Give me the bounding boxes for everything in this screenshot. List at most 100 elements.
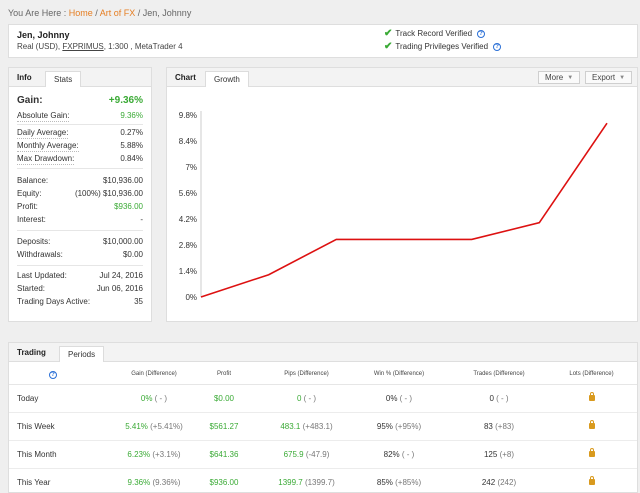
chevron-down-icon: ▼ [619,74,626,81]
stat-label: Monthly Average: [17,141,79,152]
gain-cell: 6.23% (+3.1%) [104,450,204,459]
stat-row-started: Started: Jun 06, 2016 [17,284,143,295]
tab-growth[interactable]: Growth [205,71,249,87]
stat-value: Jun 06, 2016 [96,284,143,293]
stat-label: Equity: [17,189,42,198]
table-row-this-year: This Year 9.36% (9.36%) $936.00 1399.7 (… [9,469,637,493]
trading-panel-header: Trading Periods [9,343,637,362]
pips-difference: (+483.1) [300,422,333,431]
pips-value: 675.9 [283,450,304,459]
gain-cell: 5.41% (+5.41%) [104,422,204,431]
stat-value: 0.84% [120,154,143,163]
divider [17,124,143,125]
info-panel: Info Stats Gain: +9.36% Absolute Gain: 9.… [8,67,152,322]
gain-row: Gain: +9.36% [17,95,143,106]
win-value: 82% [383,450,400,459]
stat-label: Balance: [17,176,49,185]
tab-chart[interactable]: Chart [175,73,196,82]
win-value: 0% [385,394,398,403]
win-value: 85% [376,478,393,487]
column-header-pips: Pips (Difference) [284,371,329,377]
y-tick-label: 1.4% [179,267,197,276]
stat-row-monthly-average: Monthly Average: 5.88% [17,141,143,152]
lots-cell [554,420,629,431]
stat-row-withdrawals: Withdrawals: $0.00 [17,250,143,261]
tab-trading[interactable]: Trading [17,348,46,357]
trades-value: 125 [483,450,498,459]
stat-row-daily-average: Daily Average: 0.27% [17,128,143,139]
breadcrumb-current: Jen, Johnny [142,8,192,18]
pips-value: 0 [296,394,302,403]
stat-row-equity: Equity: (100%) $10,936.00 [17,189,143,200]
tab-stats[interactable]: Stats [45,71,82,87]
y-tick-label: 0% [185,293,197,302]
divider [17,168,143,169]
lots-cell [554,476,629,487]
tab-periods[interactable]: Periods [59,346,105,362]
track-record-verified: ✔ Track Record Verified ? [384,28,486,39]
growth-chart: 9.8% 8.4% 7% 5.6% 4.2% 2.8% 1.4% 0% [179,111,608,302]
lock-icon[interactable] [588,420,595,429]
trades-cell: 125 (+8) [459,450,539,459]
period-label: Today [17,394,39,403]
pips-value: 1399.7 [278,478,303,487]
trading-panel: Trading Periods ? Gain (Difference) Prof… [8,342,638,493]
gain-cell: 9.36% (9.36%) [104,478,204,487]
stat-value: - [140,215,143,224]
period-label: This Year [17,478,51,487]
stat-row-last-updated: Last Updated: Jul 24, 2016 [17,271,143,282]
pips-cell: 0 ( - ) [254,394,359,403]
gain-value: +9.36% [108,95,143,106]
trading-privileges-verified-label: Trading Privileges Verified [395,42,489,51]
stat-label: Interest: [17,215,46,224]
trades-difference: (+8) [497,450,515,459]
stat-row-interest: Interest: - [17,215,143,226]
profile-account-info: Real (USD), FXPRIMUS, 1:300 , MetaTrader… [17,42,183,51]
trades-difference: ( - ) [493,394,509,403]
win-cell: 95% (+95%) [359,422,439,431]
gain-difference: ( - ) [152,394,168,403]
pips-cell: 1399.7 (1399.7) [254,478,359,487]
lock-icon[interactable] [588,392,595,401]
stat-value: 0.27% [120,128,143,137]
stat-label: Last Updated: [17,271,67,280]
gain-value: 6.23% [127,450,151,459]
trades-cell: 242 (242) [459,478,539,487]
period-label: This Week [17,422,55,431]
trades-cell: 0 ( - ) [459,394,539,403]
lock-icon[interactable] [588,476,595,485]
win-difference: ( - ) [399,450,415,459]
gain-cell: 0% ( - ) [104,394,204,403]
help-icon[interactable]: ? [477,29,486,38]
stat-row-trading-days-active: Trading Days Active: 35 [17,297,143,308]
more-button[interactable]: More ▼ [538,71,581,84]
breadcrumb-home-link[interactable]: Home [68,8,93,18]
profit-cell: $561.27 [209,422,239,431]
column-header-trades: Trades (Difference) [473,371,525,377]
table-row-this-week: This Week 5.41% (+5.41%) $561.27 483.1 (… [9,413,637,441]
stat-label: Profit: [17,202,38,211]
export-button[interactable]: Export ▼ [585,71,633,84]
stat-row-absolute-gain: Absolute Gain: 9.36% [17,111,143,122]
divider [17,230,143,231]
checkmark-icon: ✔ [384,41,393,52]
lock-icon[interactable] [588,448,595,457]
trades-cell: 83 (+83) [459,422,539,431]
help-icon[interactable]: ? [49,371,57,379]
stat-value: Jul 24, 2016 [99,271,143,280]
win-difference: ( - ) [397,394,413,403]
stat-value: (100%) $10,936.00 [74,189,143,198]
column-header-gain: Gain (Difference) [131,371,177,377]
lots-cell [554,448,629,459]
tab-info[interactable]: Info [17,73,32,82]
help-icon[interactable]: ? [493,42,502,51]
pips-difference: (1399.7) [302,478,335,487]
chart-panel-header: Chart Growth More ▼ Export ▼ [167,68,637,87]
trades-value: 242 [481,478,496,487]
breadcrumb-separator: / [92,8,100,18]
period-label: This Month [17,450,57,459]
gain-value: 5.41% [125,422,148,431]
broker-link[interactable]: FXPRIMUS [62,42,104,51]
breadcrumb-prefix: You Are Here : [8,8,69,18]
breadcrumb-section-link[interactable]: Art of FX [99,8,136,18]
